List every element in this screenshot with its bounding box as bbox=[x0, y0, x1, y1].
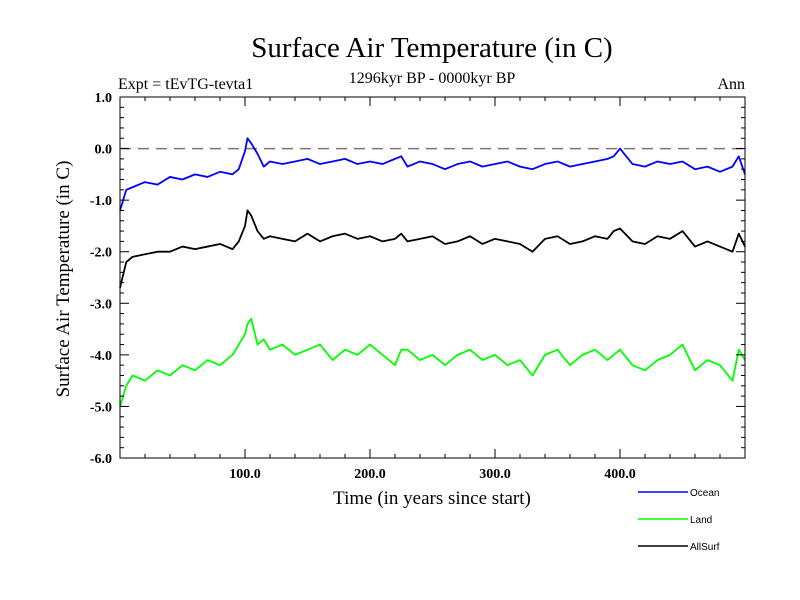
plot-frame bbox=[119, 96, 746, 459]
y-tick-label: -5.0 bbox=[90, 400, 112, 415]
x-tick-label: 100.0 bbox=[229, 467, 261, 482]
y-axis-label: Surface Air Temperature (in C) bbox=[53, 161, 74, 398]
series-line-allsurf bbox=[119, 209, 746, 289]
series-line-ocean bbox=[119, 137, 746, 211]
expt-label: Expt = tEvTG-tevta1 bbox=[118, 76, 253, 93]
y-tick-label: -1.0 bbox=[90, 194, 112, 209]
legend-label-ocean: Ocean bbox=[690, 488, 719, 499]
y-tick-label: 0.0 bbox=[95, 143, 113, 158]
y-tick-label: -4.0 bbox=[90, 349, 112, 364]
y-tick-label: 1.0 bbox=[95, 91, 113, 106]
x-tick-label: 300.0 bbox=[479, 467, 511, 482]
x-tick-label: 200.0 bbox=[354, 467, 386, 482]
x-tick-label: 400.0 bbox=[604, 467, 636, 482]
chart-title: Surface Air Temperature (in C) bbox=[251, 32, 612, 64]
x-axis-label: Time (in years since start) bbox=[333, 488, 531, 509]
y-tick-label: -2.0 bbox=[90, 246, 112, 261]
y-tick-label: -3.0 bbox=[90, 297, 112, 312]
series-line-land bbox=[119, 317, 746, 407]
legend-label-land: Land bbox=[690, 515, 712, 526]
y-tick-label: -6.0 bbox=[90, 452, 112, 467]
legend-label-allsurf: AllSurf bbox=[690, 542, 720, 553]
period-label: 1296kyr BP - 0000kyr BP bbox=[349, 70, 516, 87]
season-label: Ann bbox=[717, 76, 745, 93]
